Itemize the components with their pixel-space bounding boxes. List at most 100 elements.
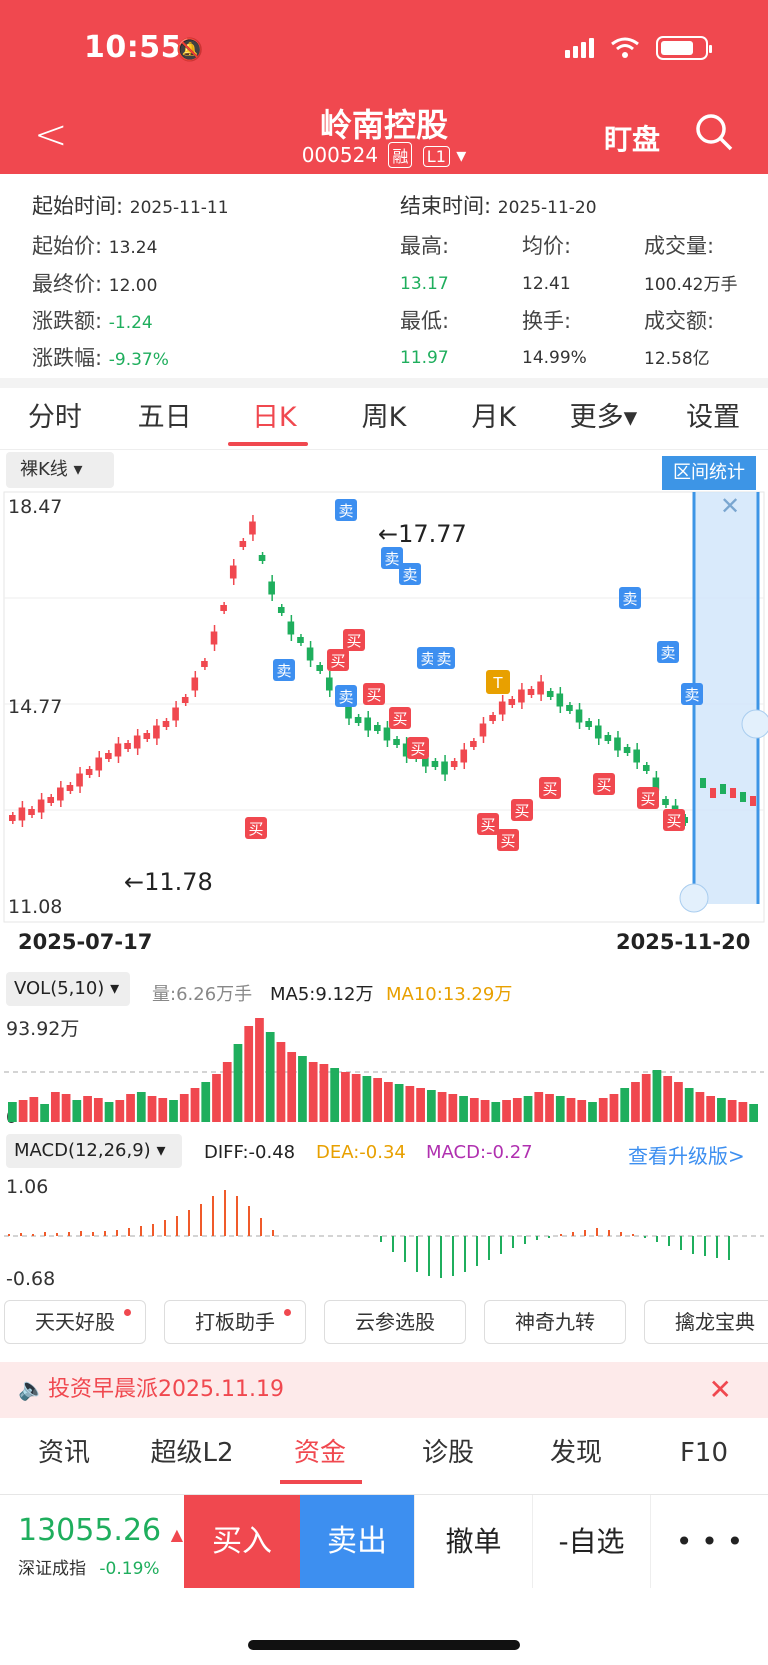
cancel-order-button[interactable]: 撤单 bbox=[414, 1495, 532, 1588]
close-icon[interactable]: ✕ bbox=[708, 1373, 732, 1406]
candle-body bbox=[220, 605, 227, 611]
candle-body bbox=[633, 749, 640, 763]
trade-marker-label: 买 bbox=[596, 776, 611, 794]
index-ticker[interactable]: 13055.26 ▲ 深证成指 -0.19% bbox=[0, 1495, 184, 1588]
buy-button[interactable]: 买入 bbox=[184, 1495, 300, 1588]
plugin-nine-turns[interactable]: 神奇九转 bbox=[484, 1300, 626, 1344]
tab-five-day[interactable]: 五日 bbox=[137, 402, 192, 433]
sell-button[interactable]: 卖出 bbox=[300, 1495, 414, 1588]
tab-funds[interactable]: 资金 bbox=[293, 1438, 346, 1468]
macd-bar bbox=[476, 1236, 478, 1266]
candle-body bbox=[720, 784, 726, 794]
watch-button[interactable]: 盯盘 bbox=[604, 123, 661, 156]
macd-bar bbox=[656, 1236, 658, 1242]
buy-marker bbox=[497, 829, 519, 851]
macd-bar bbox=[524, 1236, 526, 1244]
tab-settings[interactable]: 设置 bbox=[686, 402, 741, 433]
plugin-daily-picks[interactable]: 天天好股 bbox=[4, 1300, 146, 1344]
volume-bar bbox=[448, 1094, 458, 1122]
volume-bar bbox=[276, 1042, 286, 1122]
macd-bar bbox=[32, 1234, 34, 1236]
stock-code[interactable]: 000524 融 L1 ▾ bbox=[0, 142, 768, 168]
tab-news[interactable]: 资讯 bbox=[37, 1438, 90, 1468]
candle-body bbox=[249, 521, 256, 535]
tab-intraday[interactable]: 分时 bbox=[27, 402, 82, 433]
trade-marker-label: 买 bbox=[500, 832, 515, 850]
candle-body bbox=[210, 631, 218, 645]
macd-bar bbox=[440, 1236, 442, 1278]
tab-diagnosis[interactable]: 诊股 bbox=[421, 1438, 474, 1468]
search-icon[interactable] bbox=[694, 112, 734, 152]
candle-body bbox=[441, 761, 448, 775]
volume-bar bbox=[83, 1096, 92, 1122]
plugin-dragon[interactable]: 擒龙宝典 bbox=[644, 1300, 768, 1344]
macd-bar bbox=[104, 1231, 106, 1236]
tab-more[interactable]: 更多▾ bbox=[569, 402, 638, 433]
range-selection[interactable] bbox=[694, 492, 758, 904]
macd-bar bbox=[452, 1236, 454, 1276]
candle-body bbox=[9, 815, 16, 821]
close-selection-icon[interactable]: ✕ bbox=[720, 492, 740, 520]
macd-bar bbox=[80, 1231, 82, 1236]
buy-marker bbox=[539, 777, 561, 799]
selection-handle-right[interactable] bbox=[741, 709, 768, 739]
volume-bar bbox=[319, 1064, 329, 1122]
trade-marker-label: 买 bbox=[666, 812, 681, 830]
macd-bar bbox=[224, 1190, 226, 1236]
candle-body bbox=[57, 787, 64, 801]
buy-marker bbox=[327, 649, 349, 671]
candle-body bbox=[740, 792, 746, 802]
candle-body bbox=[105, 753, 112, 759]
plugin-cloud-picks[interactable]: 云参选股 bbox=[324, 1300, 466, 1344]
selection-handle[interactable] bbox=[679, 883, 709, 913]
candle-body bbox=[37, 799, 45, 813]
candle-body bbox=[66, 785, 74, 791]
candle-body bbox=[85, 769, 93, 775]
volume-bar bbox=[416, 1088, 425, 1122]
turnover-value: 14.99% bbox=[522, 348, 587, 368]
candle-body bbox=[229, 565, 237, 579]
plugin-row: 天天好股 打板助手 云参选股 神奇九转 擒龙宝典 bbox=[0, 1300, 768, 1348]
tab-monthly-k[interactable]: 月K bbox=[471, 402, 517, 433]
volume-bar bbox=[469, 1098, 479, 1122]
remove-watchlist-button[interactable]: -自选 bbox=[532, 1495, 650, 1588]
candle-body bbox=[662, 799, 669, 805]
volume-bar bbox=[695, 1092, 705, 1122]
buy-marker bbox=[593, 773, 615, 795]
candle-body bbox=[47, 797, 55, 803]
final-price: 最终价: 12.00 bbox=[32, 272, 158, 296]
macd-indicator-select[interactable]: MACD(12,26,9) ▾ bbox=[6, 1134, 182, 1168]
more-button[interactable]: • • • bbox=[650, 1495, 768, 1588]
news-banner[interactable]: 🔈 投资早晨派2025.11.19 ✕ bbox=[0, 1362, 768, 1418]
macd-upgrade-link[interactable]: 查看升级版> bbox=[628, 1144, 745, 1168]
macd-bar bbox=[128, 1228, 130, 1236]
back-button[interactable]: < bbox=[34, 112, 68, 158]
tab-weekly-k[interactable]: 周K bbox=[361, 402, 407, 433]
volume-bar bbox=[459, 1096, 468, 1122]
tab-daily-k[interactable]: 日K bbox=[251, 402, 297, 433]
avg-label: 均价: bbox=[522, 234, 572, 258]
volume-bar bbox=[502, 1100, 511, 1122]
plugin-limit-assistant[interactable]: 打板助手 bbox=[164, 1300, 306, 1344]
volume-bar bbox=[426, 1090, 436, 1122]
high-value: 13.17 bbox=[400, 274, 449, 294]
volume-bar bbox=[684, 1088, 694, 1122]
volume-bar bbox=[222, 1062, 232, 1122]
range-stats-button[interactable]: 区间统计 bbox=[662, 456, 756, 490]
macd-bar bbox=[608, 1230, 610, 1236]
macd-bar bbox=[644, 1236, 646, 1238]
news-text: 投资早晨派2025.11.19 bbox=[48, 1377, 284, 1402]
macd-bar bbox=[728, 1236, 730, 1260]
kline-mode-select[interactable]: 裸K线 ▾ bbox=[6, 452, 114, 488]
turnover-label: 换手: bbox=[522, 309, 572, 333]
candle-body bbox=[364, 717, 372, 731]
tab-discover[interactable]: 发现 bbox=[549, 1438, 602, 1468]
tab-super-l2[interactable]: 超级L2 bbox=[150, 1438, 234, 1468]
caret-up-icon: ▲ bbox=[170, 1525, 184, 1544]
candle-body bbox=[133, 735, 141, 749]
vol-indicator-select[interactable]: VOL(5,10) ▾ bbox=[6, 972, 130, 1006]
candle-body bbox=[239, 541, 247, 547]
tab-f10[interactable]: F10 bbox=[679, 1438, 729, 1468]
high-mark: ←17.77 bbox=[378, 520, 467, 548]
